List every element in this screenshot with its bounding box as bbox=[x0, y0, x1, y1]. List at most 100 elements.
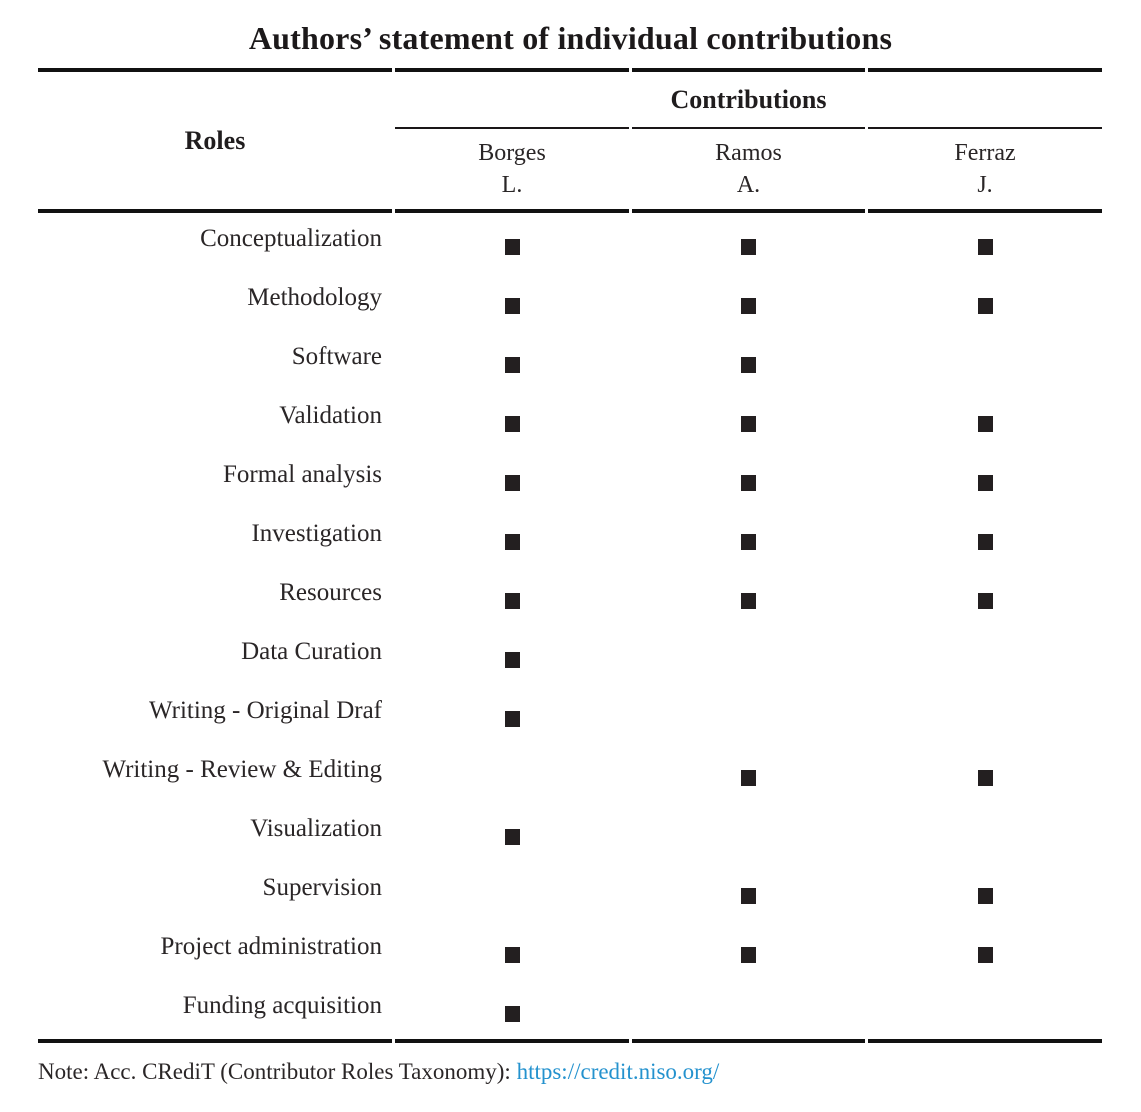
mark-cell bbox=[395, 1002, 629, 1022]
mark-cell bbox=[395, 294, 629, 314]
author-initial: A. bbox=[736, 172, 761, 198]
rule-segment bbox=[868, 209, 1102, 213]
mark-cell bbox=[395, 471, 629, 491]
contribution-square-icon bbox=[504, 297, 520, 314]
mark-cell bbox=[868, 884, 1102, 904]
author-initial: J. bbox=[977, 172, 993, 198]
mark-cell bbox=[868, 530, 1102, 550]
contribution-square-icon bbox=[504, 651, 520, 668]
rule-segment bbox=[395, 127, 629, 129]
role-label: Supervision bbox=[262, 873, 382, 901]
role-label: Validation bbox=[279, 401, 382, 429]
contribution-square-icon bbox=[504, 533, 520, 550]
table-row: Visualization bbox=[38, 803, 1102, 862]
table-row: Formal analysis bbox=[38, 449, 1102, 508]
rule-segment bbox=[395, 68, 629, 72]
contribution-square-icon bbox=[741, 238, 756, 255]
bottom-rule bbox=[38, 1039, 1102, 1043]
rule-segment bbox=[38, 209, 392, 213]
contribution-square-icon bbox=[977, 415, 993, 432]
contribution-square-icon bbox=[504, 1005, 520, 1022]
contribution-square-icon bbox=[977, 946, 993, 963]
mark-cell bbox=[868, 235, 1102, 255]
header-rule bbox=[38, 209, 1102, 213]
rule-segment bbox=[38, 68, 392, 72]
table-header: Roles Contributions Borges L. Ramos A. bbox=[38, 72, 1102, 209]
role-label: Writing - Original Draf bbox=[149, 696, 382, 724]
top-rule bbox=[38, 68, 1102, 72]
contribution-square-icon bbox=[977, 533, 993, 550]
rule-segment bbox=[38, 1039, 392, 1043]
contribution-square-icon bbox=[977, 238, 993, 255]
mark-cell bbox=[632, 530, 865, 550]
role-label: Funding acquisition bbox=[182, 991, 382, 1019]
mark-cell bbox=[868, 943, 1102, 963]
contribution-square-icon bbox=[741, 769, 756, 786]
author-surname: Borges bbox=[478, 140, 546, 166]
contribution-square-icon bbox=[741, 474, 756, 491]
contribution-square-icon bbox=[741, 415, 756, 432]
mark-cell bbox=[632, 353, 865, 373]
mark-cell bbox=[632, 294, 865, 314]
contribution-square-icon bbox=[741, 356, 756, 373]
table-row: Resources bbox=[38, 567, 1102, 626]
mark-cell bbox=[395, 353, 629, 373]
mark-cell bbox=[868, 294, 1102, 314]
roles-header: Roles bbox=[184, 125, 246, 155]
role-label: Investigation bbox=[251, 519, 382, 547]
role-label: Conceptualization bbox=[200, 224, 382, 252]
author-headers: Borges L. Ramos A. Ferraz J. bbox=[395, 129, 1102, 209]
rule-segment bbox=[868, 127, 1102, 129]
rule-segment bbox=[868, 68, 1102, 72]
contributions-table: Roles Contributions Borges L. Ramos A. bbox=[38, 68, 1102, 1043]
table-row: Validation bbox=[38, 390, 1102, 449]
mark-cell bbox=[632, 884, 865, 904]
role-label: Resources bbox=[279, 578, 382, 606]
mark-cell bbox=[632, 766, 865, 786]
role-label: Data Curation bbox=[241, 637, 382, 665]
role-label: Visualization bbox=[250, 814, 382, 842]
rule-segment bbox=[632, 209, 865, 213]
contribution-square-icon bbox=[977, 474, 993, 491]
rule-segment bbox=[395, 1039, 629, 1043]
role-label: Writing - Review & Editing bbox=[102, 755, 382, 783]
table-row: Writing - Review & Editing bbox=[38, 744, 1102, 803]
contribution-square-icon bbox=[504, 474, 520, 491]
mark-cell bbox=[868, 471, 1102, 491]
contribution-square-icon bbox=[977, 592, 993, 609]
mark-cell bbox=[395, 943, 629, 963]
rule-segment bbox=[632, 1039, 865, 1043]
author-surname: Ramos bbox=[715, 140, 782, 166]
mark-cell bbox=[868, 412, 1102, 432]
role-label: Formal analysis bbox=[222, 460, 382, 488]
author-header-ramos: Ramos A. bbox=[632, 137, 865, 201]
contribution-square-icon bbox=[504, 710, 520, 727]
footnote: Note: Acc. CRediT (Contributor Roles Tax… bbox=[38, 1059, 1141, 1085]
table-row: Methodology bbox=[38, 272, 1102, 331]
contribution-square-icon bbox=[741, 946, 756, 963]
contribution-square-icon bbox=[977, 769, 993, 786]
contribution-square-icon bbox=[741, 592, 756, 609]
mark-cell bbox=[395, 530, 629, 550]
rule-segment bbox=[632, 68, 865, 72]
contributions-header-block: Contributions Borges L. Ramos A. Ferraz bbox=[395, 72, 1102, 209]
rule-segment bbox=[395, 209, 629, 213]
table-row: Supervision bbox=[38, 862, 1102, 921]
contribution-square-icon bbox=[741, 887, 756, 904]
role-label: Project administration bbox=[160, 932, 382, 960]
mark-cell bbox=[632, 412, 865, 432]
table-row: Writing - Original Draf bbox=[38, 685, 1102, 744]
credit-link[interactable]: https://credit.niso.org/ bbox=[516, 1059, 720, 1084]
contribution-square-icon bbox=[504, 238, 520, 255]
table-body: Conceptualization Methodology Software Vali… bbox=[38, 213, 1102, 1039]
author-header-borges: Borges L. bbox=[395, 137, 629, 201]
mark-cell bbox=[395, 412, 629, 432]
mark-cell bbox=[395, 589, 629, 609]
page-title: Authors’ statement of individual contrib… bbox=[248, 20, 893, 56]
contribution-square-icon bbox=[504, 592, 520, 609]
mark-cell bbox=[632, 943, 865, 963]
contribution-square-icon bbox=[504, 356, 520, 373]
mark-cell bbox=[395, 707, 629, 727]
table-row: Software bbox=[38, 331, 1102, 390]
contribution-square-icon bbox=[741, 533, 756, 550]
